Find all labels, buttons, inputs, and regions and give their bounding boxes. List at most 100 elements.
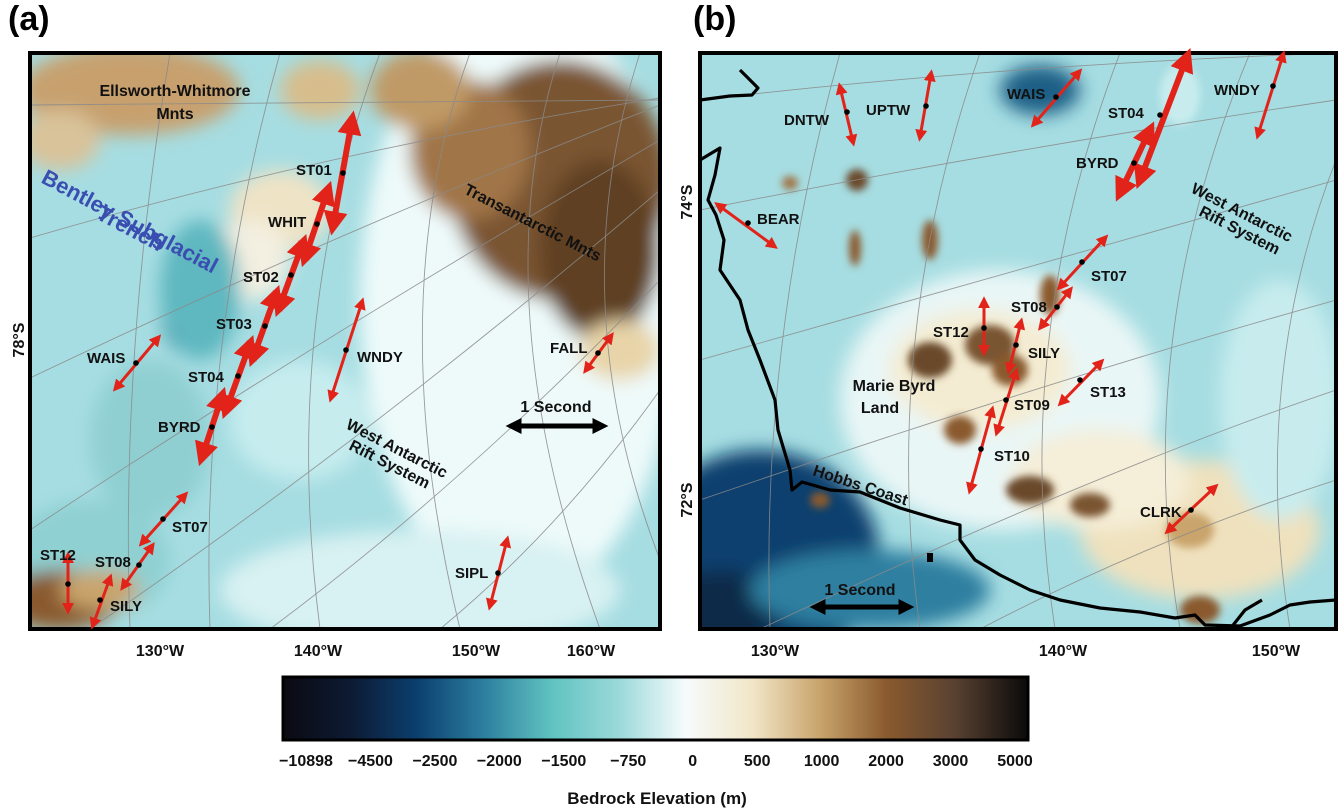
- panel-b-scale-label: 1 Second: [824, 582, 895, 599]
- station-clrk: CLRK: [1140, 483, 1219, 535]
- colorbar-tick-label: 1000: [804, 753, 840, 770]
- station-marker: [340, 170, 346, 176]
- station-marker: [844, 109, 850, 115]
- splitting-arrow: [714, 202, 778, 249]
- panel-b-frame: [698, 51, 1338, 631]
- station-st04: ST04: [188, 334, 257, 420]
- station-label: WAIS: [1007, 86, 1045, 103]
- station-fall: FALL: [550, 332, 614, 374]
- ellsworth-whitmore-label: Ellsworth-Whitmore: [99, 83, 250, 100]
- panel-b-coastline: [700, 68, 1336, 629]
- station-marker: [1054, 304, 1060, 310]
- colorbar-tick-label: −4500: [348, 753, 393, 770]
- station-byrd: BYRD: [1076, 121, 1155, 202]
- station-marker: [1077, 377, 1083, 383]
- station-label: WNDY: [1214, 82, 1260, 99]
- station-marker: [133, 360, 139, 366]
- station-st08: ST08: [1011, 286, 1073, 331]
- station-marker: [981, 325, 987, 331]
- station-label: ST07: [1091, 268, 1127, 285]
- station-marker: [97, 597, 103, 603]
- splitting-arrow: [1254, 50, 1287, 140]
- colorbar-tick-label: −1500: [541, 753, 586, 770]
- station-marker: [1013, 342, 1019, 348]
- panel-a-letter: (a): [8, 0, 50, 38]
- station-marker: [343, 347, 349, 353]
- station-st10: ST10: [966, 405, 1030, 495]
- panel-b-lon-140: 140°W: [1039, 643, 1088, 660]
- station-label: SILY: [1028, 345, 1060, 362]
- panel-a-lon-140: 140°W: [294, 643, 343, 660]
- station-sipl: SIPL: [455, 535, 512, 611]
- station-label: ST10: [994, 448, 1030, 465]
- station-marker: [160, 516, 166, 522]
- station-label: ST08: [95, 554, 131, 571]
- station-marker: [1270, 83, 1276, 89]
- station-label: WHIT: [268, 214, 306, 231]
- station-st12: ST12: [40, 547, 76, 615]
- station-st09: ST09: [993, 367, 1050, 437]
- panel-b-map: [698, 51, 1338, 631]
- colorbar: −10898 −4500 −2500 −2000 −1500 −750 0 500 1000 20…: [279, 675, 1033, 808]
- station-st01: ST01: [296, 110, 362, 236]
- station-marker: [136, 562, 142, 568]
- station-sily: SILY: [1004, 317, 1060, 375]
- station-st13: ST13: [1057, 358, 1126, 407]
- station-st03: ST03: [216, 284, 283, 368]
- station-label: BEAR: [757, 211, 800, 228]
- station-label: SILY: [110, 598, 142, 615]
- station-label: SIPL: [455, 565, 488, 582]
- station-label: ST04: [188, 369, 225, 386]
- panel-a-lon-130: 130°W: [136, 643, 185, 660]
- station-uptw: UPTW: [866, 69, 936, 142]
- station-label: ST07: [172, 519, 208, 536]
- station-label: ST02: [243, 269, 279, 286]
- station-byrd: BYRD: [158, 386, 229, 467]
- panel-b-graticule: [700, 53, 1336, 629]
- station-label: ST13: [1090, 384, 1126, 401]
- station-wndy: WNDY: [1214, 50, 1287, 140]
- station-marker: [1188, 507, 1194, 513]
- station-label: CLRK: [1140, 504, 1182, 521]
- panel-b-lat-72: 72°S: [679, 482, 696, 517]
- panel-a-lat-label: 78°S: [11, 322, 28, 357]
- panel-b-terrain: [700, 53, 1336, 629]
- station-marker: [1131, 160, 1137, 166]
- station-label: ST03: [216, 316, 252, 333]
- colorbar-tick-label: 5000: [997, 753, 1033, 770]
- colorbar-gradient: [281, 675, 1030, 742]
- colorbar-ticks: −10898 −4500 −2500 −2000 −1500 −750 0 500 1000 20…: [279, 753, 1033, 770]
- station-marker: [595, 350, 601, 356]
- station-label: ST08: [1011, 299, 1047, 316]
- station-label: ST04: [1108, 105, 1145, 122]
- panel-b-lon-130: 130°W: [751, 643, 800, 660]
- station-st02: ST02: [243, 233, 310, 318]
- colorbar-tick-label: 2000: [868, 753, 904, 770]
- ellsworth-mnts-label: Mnts: [156, 106, 193, 123]
- station-marker: [65, 581, 71, 587]
- station-label: BYRD: [1076, 155, 1119, 172]
- station-marker: [1157, 112, 1163, 118]
- panel-a-lon-150: 150°W: [452, 643, 501, 660]
- station-marker: [262, 323, 268, 329]
- station-st07: ST07: [1056, 234, 1127, 291]
- colorbar-tick-label: −2500: [412, 753, 457, 770]
- station-label: FALL: [550, 340, 588, 357]
- panel-a-stations: ST01 WHIT ST02 ST03 ST04 BYRD WAIS WNDY FALL ST07…: [40, 110, 614, 630]
- station-marker: [1053, 94, 1059, 100]
- station-wais: WAIS: [87, 334, 162, 392]
- station-marker: [288, 272, 294, 278]
- station-marker: [923, 103, 929, 109]
- panel-a-scale-label: 1 Second: [520, 399, 591, 416]
- station-marker: [235, 373, 241, 379]
- station-st08: ST08: [95, 542, 155, 591]
- panel-b-island: [927, 553, 933, 562]
- station-label: WAIS: [87, 350, 125, 367]
- station-label: DNTW: [784, 112, 830, 129]
- panel-b-lon-150: 150°W: [1252, 643, 1301, 660]
- colorbar-title: Bedrock Elevation (m): [567, 789, 747, 808]
- station-label: WNDY: [357, 349, 403, 366]
- station-sily: SILY: [89, 573, 142, 630]
- station-marker: [745, 220, 751, 226]
